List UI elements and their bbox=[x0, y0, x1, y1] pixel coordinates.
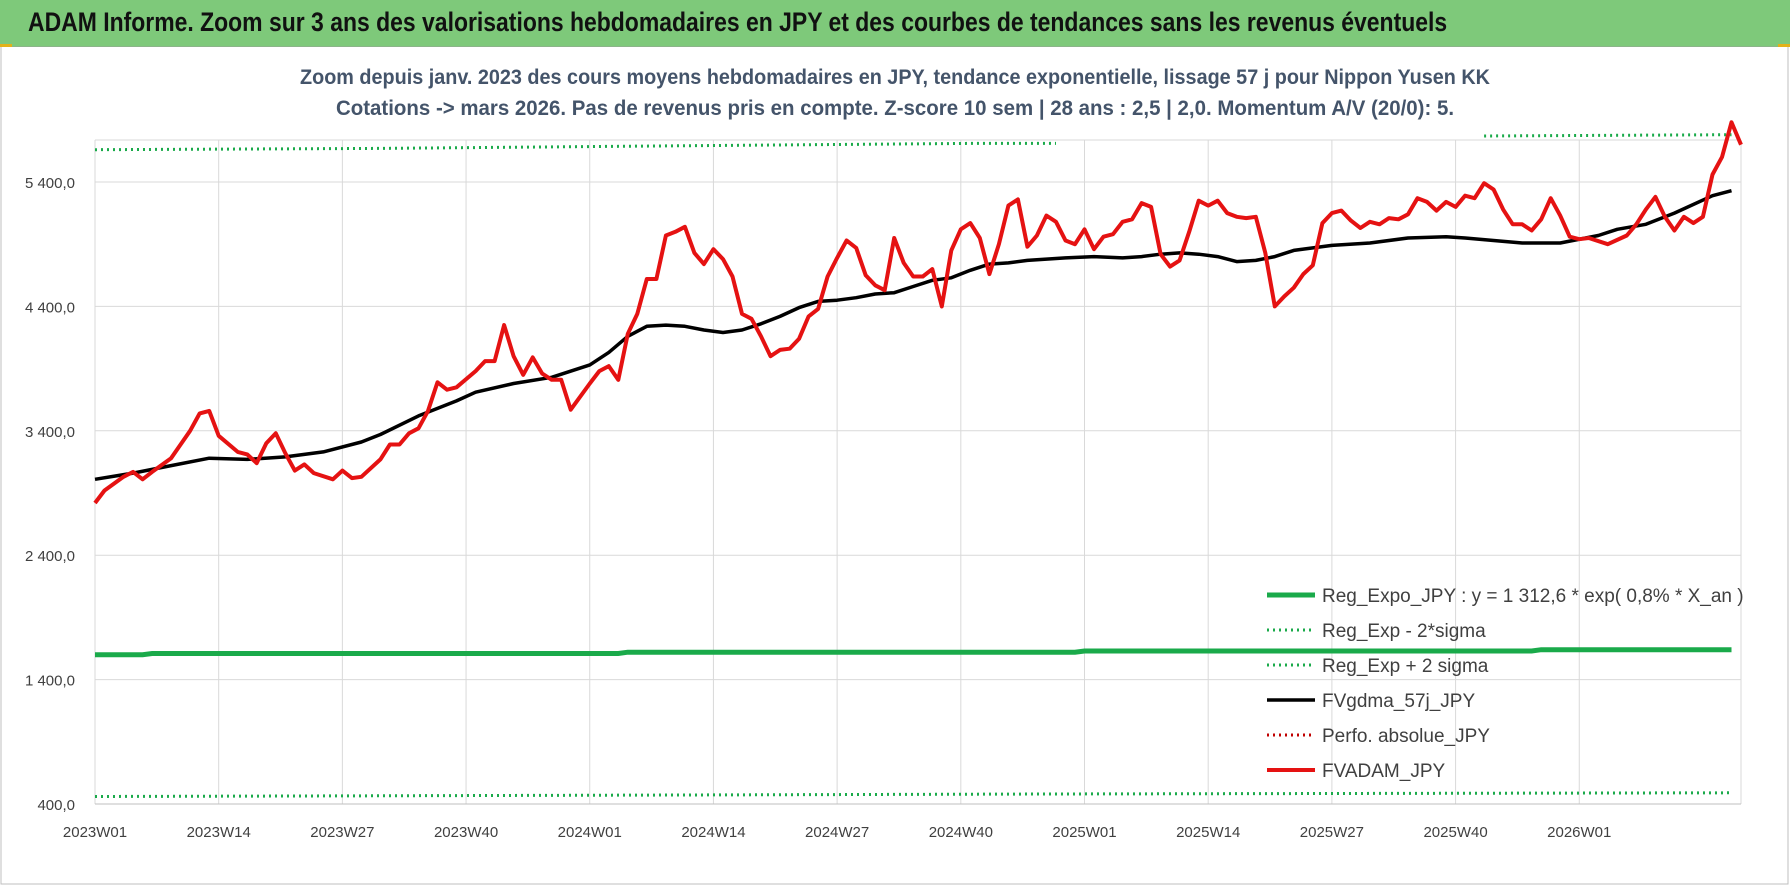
x-tick-label: 2024W01 bbox=[558, 824, 622, 841]
chart-series bbox=[93, 120, 1743, 798]
header-banner: ADAM Informe. Zoom sur 3 ans des valoris… bbox=[0, 0, 1790, 47]
page-title: ADAM Informe. Zoom sur 3 ans des valoris… bbox=[28, 7, 1448, 37]
y-tick-label: 5 400,0 bbox=[25, 175, 75, 192]
series-reg-exp-line bbox=[94, 141, 1056, 152]
series-reg-exp-line-2 bbox=[1484, 133, 1732, 138]
chart-subtitle: Cotations -> mars 2026. Pas de revenus p… bbox=[336, 97, 1454, 120]
x-tick-label: 2023W40 bbox=[434, 824, 498, 841]
x-tick-label: 2024W40 bbox=[929, 824, 993, 841]
corner-mark-right bbox=[1778, 44, 1790, 47]
y-tick-label: 3 400,0 bbox=[25, 424, 75, 441]
y-tick-label: 1 400,0 bbox=[25, 673, 75, 690]
y-tick-label: 4 400,0 bbox=[25, 299, 75, 316]
series-fvgdma-57j-jpy-line bbox=[94, 189, 1732, 482]
corner-mark-left bbox=[0, 44, 12, 47]
x-tick-label: 2024W14 bbox=[681, 824, 745, 841]
x-tick-label: 2025W01 bbox=[1052, 824, 1116, 841]
x-tick-label: 2023W27 bbox=[310, 824, 374, 841]
y-tick-label: 2 400,0 bbox=[25, 548, 75, 565]
y-tick-label: 400,0 bbox=[37, 797, 75, 814]
legend-label: Reg_Exp - 2*sigma bbox=[1322, 621, 1486, 642]
legend-label: FVgdma_57j_JPY bbox=[1322, 691, 1475, 712]
x-tick-label: 2025W27 bbox=[1300, 824, 1364, 841]
chart-title: Zoom depuis janv. 2023 des cours moyens … bbox=[300, 66, 1490, 89]
x-tick-label: 2023W01 bbox=[63, 824, 127, 841]
chart-legend: Reg_Expo_JPY : y = 1 312,6 * exp( 0,8% *… bbox=[1267, 586, 1744, 782]
x-tick-label: 2026W01 bbox=[1547, 824, 1611, 841]
x-tick-label: 2024W27 bbox=[805, 824, 869, 841]
chart-grid bbox=[0, 46, 1789, 885]
series-reg-expo-jpy-line bbox=[95, 647, 1732, 658]
legend-label: Perfo. absolue_JPY bbox=[1322, 726, 1490, 747]
series-fvadam-jpy-line bbox=[93, 120, 1743, 505]
x-tick-label: 2025W40 bbox=[1423, 824, 1487, 841]
chart-titles: Zoom depuis janv. 2023 des cours moyens … bbox=[300, 66, 1490, 120]
chart-area: 400,0 1 400,0 2 400,0 3 400,0 4 400,0 5 400,0… bbox=[0, 46, 1789, 885]
chart-axes: 400,0 1 400,0 2 400,0 3 400,0 4 400,0 5 400,0… bbox=[25, 175, 1741, 841]
x-tick-label: 2023W14 bbox=[187, 824, 251, 841]
legend-label: FVADAM_JPY bbox=[1322, 761, 1446, 782]
series-reg-exp-line bbox=[94, 791, 1732, 798]
legend-label: Reg_Expo_JPY : y = 1 312,6 * exp( 0,8% *… bbox=[1322, 586, 1744, 607]
x-tick-label: 2025W14 bbox=[1176, 824, 1240, 841]
chart-frame bbox=[0, 46, 1789, 885]
legend-label: Reg_Exp + 2 sigma bbox=[1322, 656, 1489, 677]
